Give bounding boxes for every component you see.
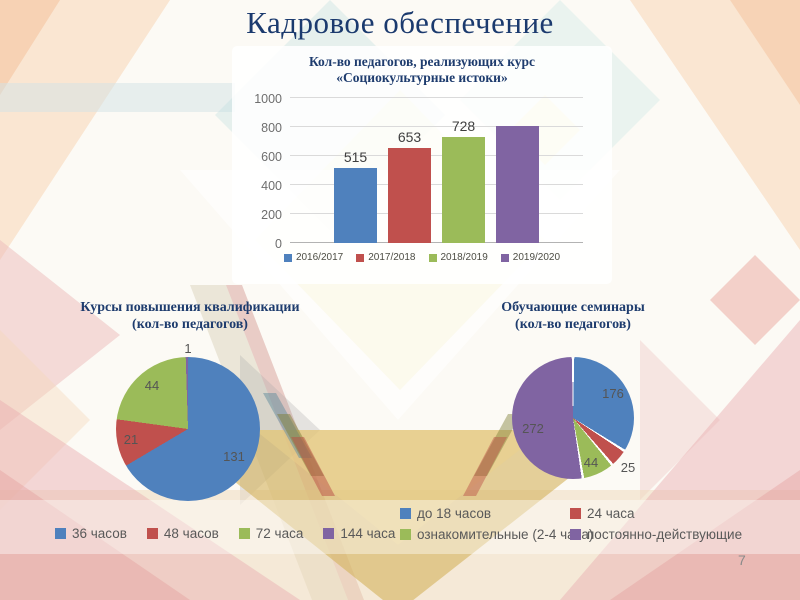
legend-label: 36 часов [72,526,127,541]
gridline [290,213,583,214]
legend-swatch-icon [283,253,292,262]
pie-slice-label: 176 [602,386,624,401]
slide-title: Кадровое обеспечение [246,5,554,40]
y-axis-tick-label: 800 [261,121,282,135]
legend-item: 2016/2017 [283,252,344,263]
page-number: 7 [738,552,746,568]
bar-2018/2019 [442,137,485,243]
legend-swatch-icon [146,528,158,539]
y-axis-tick-label: 1000 [254,92,282,106]
legend-item: 2018/2019 [428,252,488,263]
legend-label: 24 часа [587,506,635,521]
pie-slice-label: 272 [522,421,544,436]
y-axis-tick-label: 600 [261,150,282,164]
legend-label: 144 часа [340,526,396,541]
legend-label: 2019/2020 [512,252,561,263]
gridline [290,242,583,243]
pie-seminars-title: Обучающие семинары (кол-во педагогов) [423,299,723,333]
bar-value-label: 653 [397,129,422,145]
legend-item: до 18 часов [400,506,570,521]
bar-chart-title-line1: Кол-во педагогов, реализующих курс [308,54,536,69]
bar-chart-title-line2: «Социокультурные истоки» [336,70,508,85]
legend-swatch-icon [400,508,411,519]
pie-seminars-title-line1: Обучающие семинары [501,300,645,315]
legend-item: ознакомительные (2-4 часа) [400,527,593,542]
legend-item: 48 часов [146,526,219,541]
bar-chart-plot: 0 200 400 600 800 1000 515 653 728 [254,92,583,251]
legend-swatch-icon [428,253,437,262]
legend-label: ознакомительные (2-4 часа) [417,527,594,542]
y-axis-tick-label: 200 [261,208,282,222]
legend-label: 2018/2019 [440,252,488,263]
legend-label: 48 часов [163,526,219,541]
legend-swatch-icon [356,253,365,262]
bar-chart-legend: 2016/2017 2017/2018 2018/2019 2019/2020 [232,252,612,263]
pie-qualification-legend: 36 часов 48 часов 72 часа 144 часа [55,526,415,541]
legend-item: 24 часа [570,506,798,521]
pie-slice-label: 44 [583,455,599,470]
pie-slice-label: 1 [184,341,192,356]
bar-value-label: 728 [451,118,476,134]
pie-qualification-title: Курсы повышения квалификации (кол-во пед… [40,299,340,333]
legend-label: 2016/2017 [295,252,344,263]
pie-slice-label: 44 [144,378,160,393]
pie-seminars-title-line2: (кол-во педагогов) [515,317,631,332]
pie-seminars-legend: до 18 часов 24 часа ознакомительные (2-4 ч… [400,506,798,542]
legend-item: 36 часов [55,526,127,541]
bar-2016/2017 [334,168,377,243]
legend-swatch-icon [55,528,66,539]
pie-qualification-title-line2: (кол-во педагогов) [132,317,248,332]
pie-slice-label: 21 [123,432,139,447]
legend-swatch-icon [400,529,411,540]
legend-item: 72 часа [238,526,304,541]
legend-item: 2017/2018 [356,252,416,263]
gridline [290,184,583,185]
legend-label: постоянно-действующие [587,527,743,542]
y-axis-tick-label: 0 [275,237,282,251]
pie-chart-seminars [512,357,634,479]
legend-label: 2017/2018 [368,252,416,263]
legend-label: до 18 часов [417,506,492,521]
legend-swatch-icon [570,508,581,519]
pie-slice-label: 131 [223,449,245,464]
bar-value-label: 515 [343,149,368,165]
bar-chart-panel: Кол-во педагогов, реализующих курс «Соци… [232,46,612,284]
gridline [290,126,583,127]
legend-item: постоянно-действующие [570,527,798,542]
gridline [290,97,583,98]
bar-2019/2020 [496,126,539,243]
legend-label: 72 часа [255,526,304,541]
legend-item: 2019/2020 [500,252,561,263]
legend-item: 144 часа [323,526,395,541]
legend-swatch-icon [238,528,250,539]
legend-swatch-icon [570,529,581,540]
bar-chart-title: Кол-во педагогов, реализующих курс «Соци… [232,54,612,86]
pie-slice-label: 25 [620,460,636,475]
legend-swatch-icon [500,253,509,262]
y-axis-tick-label: 400 [261,179,282,193]
bar-2017/2018 [388,148,431,243]
legend-swatch-icon [323,528,335,539]
pie-chart-qualification [116,357,260,501]
gridline [290,155,583,156]
pie-qualification-title-line1: Курсы повышения квалификации [80,300,300,315]
